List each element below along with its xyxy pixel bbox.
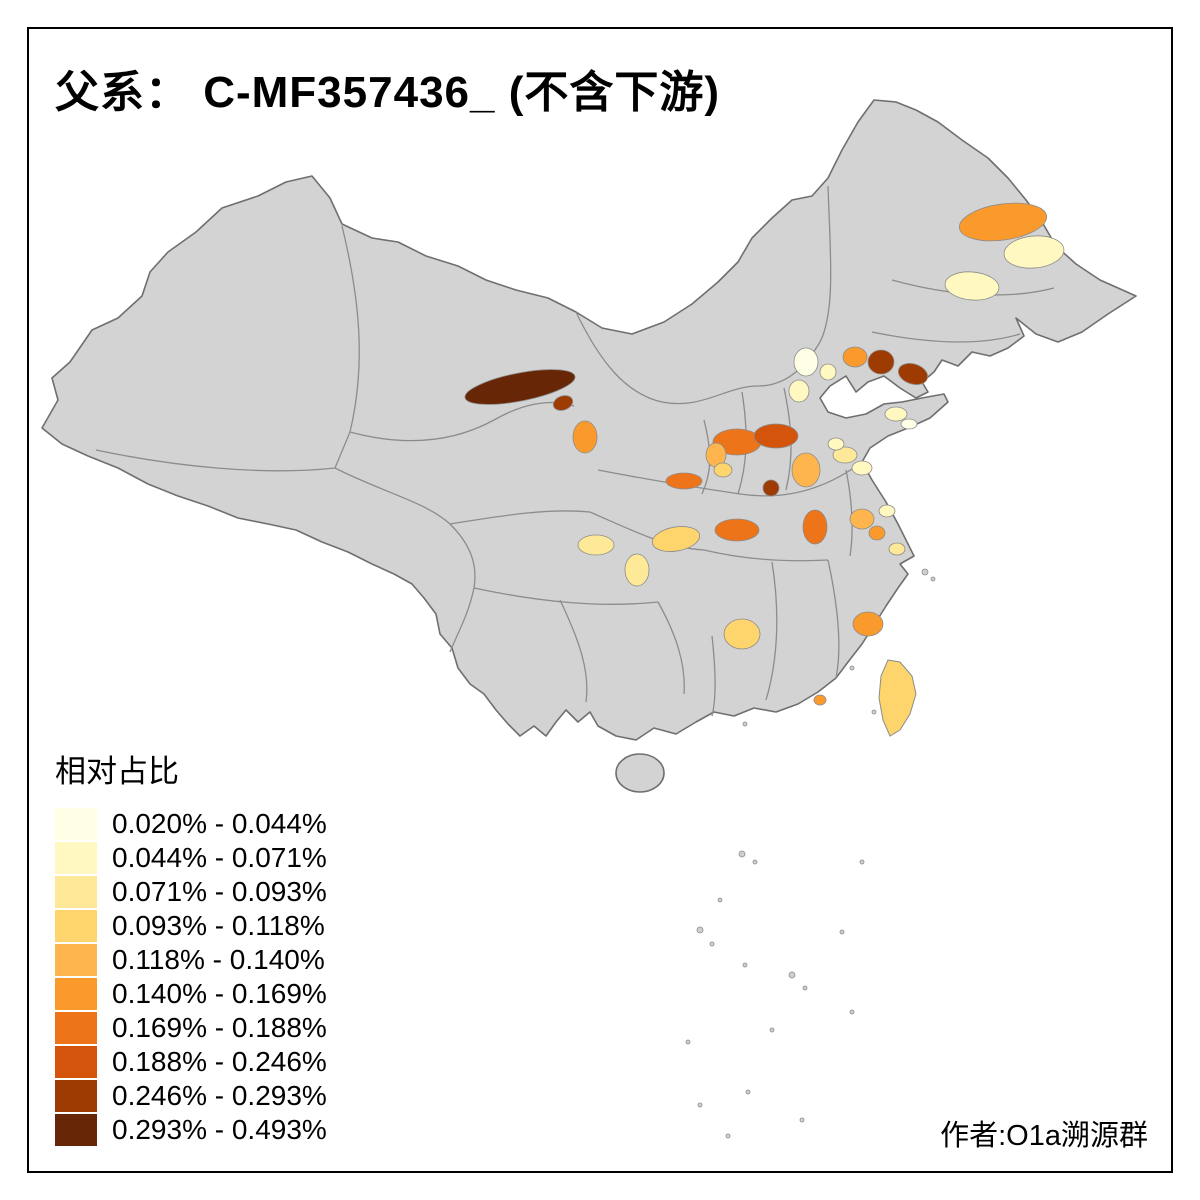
legend-swatch bbox=[55, 1046, 97, 1078]
legend-label: 0.071% - 0.093% bbox=[112, 876, 327, 907]
legend-title: 相对占比 bbox=[55, 754, 179, 789]
legend-swatch bbox=[55, 808, 97, 840]
legend-item: 0.118% - 0.140% bbox=[55, 943, 327, 977]
legend-swatch bbox=[55, 842, 97, 874]
highlighted-region bbox=[878, 504, 896, 518]
highlighted-region bbox=[867, 349, 895, 375]
highlighted-region bbox=[958, 202, 1048, 242]
highlighted-region bbox=[464, 369, 576, 405]
highlighted-region bbox=[577, 534, 615, 556]
legend-swatch bbox=[55, 910, 97, 942]
highlighted-region bbox=[888, 542, 906, 556]
legend-label: 0.246% - 0.293% bbox=[112, 1080, 327, 1111]
hainan-island bbox=[615, 753, 665, 793]
legend-swatch bbox=[55, 1080, 97, 1112]
highlighted-region bbox=[624, 553, 650, 587]
highlighted-region bbox=[753, 423, 799, 449]
highlighted-region bbox=[884, 406, 908, 422]
highlighted-regions bbox=[464, 202, 1065, 706]
highlighted-region bbox=[852, 611, 884, 637]
highlighted-region bbox=[714, 518, 760, 542]
highlighted-region bbox=[665, 472, 703, 490]
highlighted-region bbox=[791, 452, 821, 488]
highlighted-region bbox=[713, 462, 733, 478]
highlighted-region bbox=[788, 379, 810, 403]
legend-items: 0.020% - 0.044% 0.044% - 0.071% 0.071% - 0… bbox=[55, 807, 327, 1147]
legend-label: 0.169% - 0.188% bbox=[112, 1012, 327, 1043]
highlighted-region bbox=[723, 618, 761, 650]
legend-item: 0.293% - 0.493% bbox=[55, 1113, 327, 1147]
map-title: 父系： C-MF357436_ (不含下游) bbox=[55, 68, 721, 117]
legend-item: 0.246% - 0.293% bbox=[55, 1079, 327, 1113]
legend-label: 0.188% - 0.246% bbox=[112, 1046, 327, 1077]
highlighted-region bbox=[762, 479, 780, 497]
legend-item: 0.044% - 0.071% bbox=[55, 841, 327, 875]
legend-item: 0.188% - 0.246% bbox=[55, 1045, 327, 1079]
highlighted-region bbox=[832, 446, 858, 464]
legend-label: 0.118% - 0.140% bbox=[112, 944, 325, 975]
highlighted-region bbox=[842, 346, 868, 368]
legend-item: 0.140% - 0.169% bbox=[55, 977, 327, 1011]
legend-swatch bbox=[55, 876, 97, 908]
legend-item: 0.020% - 0.044% bbox=[55, 807, 327, 841]
highlighted-region bbox=[868, 525, 886, 541]
highlighted-region bbox=[651, 526, 701, 552]
legend-swatch bbox=[55, 978, 97, 1010]
highlighted-region bbox=[898, 363, 928, 385]
highlighted-region bbox=[1003, 235, 1065, 269]
highlighted-region bbox=[813, 694, 827, 706]
legend-swatch bbox=[55, 1012, 97, 1044]
highlighted-region bbox=[819, 363, 837, 381]
legend-label: 0.020% - 0.044% bbox=[112, 808, 327, 839]
legend-label: 0.293% - 0.493% bbox=[112, 1114, 327, 1145]
legend-item: 0.169% - 0.188% bbox=[55, 1011, 327, 1045]
legend-item: 0.071% - 0.093% bbox=[55, 875, 327, 909]
attribution: 作者:O1a溯源群 bbox=[940, 1120, 1148, 1152]
mainland-outline bbox=[41, 99, 1137, 741]
legend-label: 0.044% - 0.071% bbox=[112, 842, 327, 873]
taiwan-island bbox=[878, 659, 917, 737]
legend-swatch bbox=[55, 944, 97, 976]
highlighted-region bbox=[793, 347, 819, 377]
highlighted-region bbox=[827, 437, 845, 451]
highlighted-region bbox=[849, 508, 875, 530]
highlighted-region bbox=[572, 420, 598, 454]
legend-swatch bbox=[55, 1114, 97, 1146]
highlighted-region bbox=[552, 395, 574, 411]
legend-item: 0.093% - 0.118% bbox=[55, 909, 327, 943]
highlighted-region bbox=[851, 460, 873, 476]
small-islands bbox=[685, 568, 936, 1139]
legend-label: 0.140% - 0.169% bbox=[112, 978, 327, 1009]
highlighted-region bbox=[900, 418, 918, 430]
legend: 相对占比 0.020% - 0.044% 0.044% - 0.071% 0.071… bbox=[55, 746, 327, 1147]
highlighted-region bbox=[944, 271, 1000, 301]
highlighted-region bbox=[802, 509, 828, 545]
legend-label: 0.093% - 0.118% bbox=[112, 910, 325, 941]
